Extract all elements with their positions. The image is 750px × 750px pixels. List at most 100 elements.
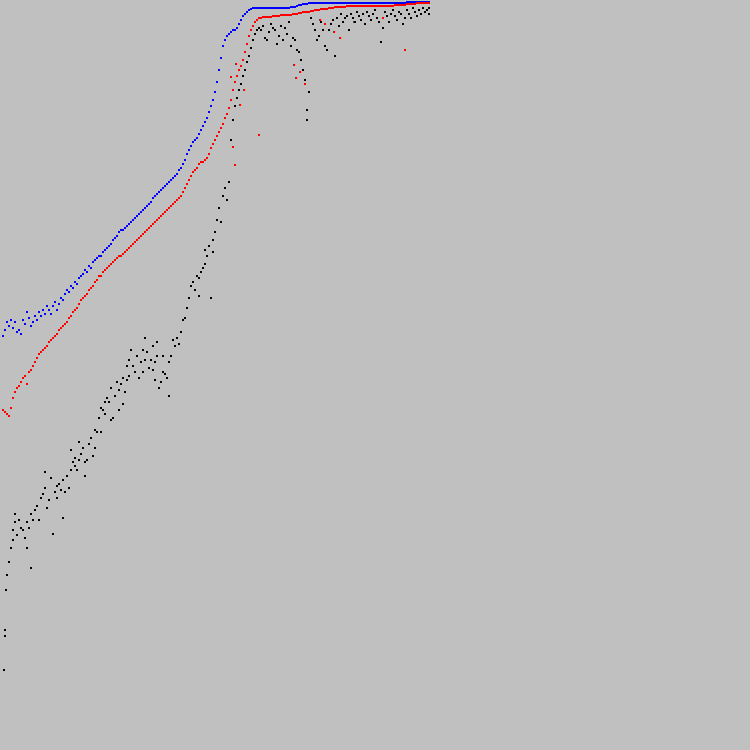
data-point <box>366 2 368 4</box>
data-point <box>10 547 12 549</box>
data-point <box>194 169 196 171</box>
data-point <box>88 265 90 267</box>
data-point <box>150 359 152 361</box>
data-point <box>170 355 172 357</box>
data-point <box>240 19 242 21</box>
data-point <box>322 29 324 31</box>
data-point <box>94 447 96 449</box>
data-point <box>10 407 12 409</box>
data-point <box>376 5 378 7</box>
data-point <box>354 2 356 4</box>
data-point <box>412 3 414 5</box>
data-point <box>292 6 294 8</box>
data-point <box>234 81 236 83</box>
data-point <box>302 3 304 5</box>
data-point <box>120 229 122 231</box>
data-point <box>232 89 234 91</box>
data-point <box>320 2 322 4</box>
data-point <box>62 325 64 327</box>
data-point <box>236 97 238 99</box>
data-point <box>68 317 70 319</box>
data-point <box>272 27 274 29</box>
data-point <box>396 2 398 4</box>
data-point <box>374 5 376 7</box>
data-point <box>96 257 98 259</box>
data-point <box>288 21 290 23</box>
data-point <box>86 271 88 273</box>
data-point <box>210 147 212 149</box>
data-point <box>128 359 130 361</box>
data-point <box>156 341 158 343</box>
data-point <box>320 8 322 10</box>
data-point <box>142 209 144 211</box>
data-point <box>318 9 320 11</box>
data-point <box>286 7 288 9</box>
data-point <box>378 21 380 23</box>
data-point <box>152 223 154 225</box>
data-point <box>250 8 252 10</box>
data-point <box>276 15 278 17</box>
data-point <box>236 75 238 77</box>
data-point <box>334 2 336 4</box>
data-point <box>302 11 304 13</box>
data-point <box>230 99 232 101</box>
data-point <box>112 261 114 263</box>
data-point <box>218 131 220 133</box>
data-point <box>154 361 156 363</box>
data-point <box>258 27 260 29</box>
data-point <box>286 33 288 35</box>
data-point <box>346 5 348 7</box>
data-point <box>239 104 241 106</box>
data-point <box>246 11 248 13</box>
data-point <box>336 2 338 4</box>
data-point <box>292 37 294 39</box>
data-point <box>266 39 268 41</box>
data-point <box>402 4 404 6</box>
data-point <box>26 521 28 523</box>
data-point <box>296 13 298 15</box>
data-point <box>22 529 24 531</box>
data-point <box>220 221 222 223</box>
data-point <box>4 329 6 331</box>
data-point <box>270 16 272 18</box>
data-point <box>72 287 74 289</box>
data-point <box>124 251 126 253</box>
data-point <box>410 1 412 3</box>
data-point <box>84 475 86 477</box>
data-point <box>230 139 232 141</box>
data-point <box>292 13 294 15</box>
data-point <box>16 331 18 333</box>
data-point <box>20 527 22 529</box>
data-point <box>216 135 218 137</box>
data-point <box>176 337 178 339</box>
data-point <box>186 153 188 155</box>
data-point <box>102 271 104 273</box>
data-point <box>124 227 126 229</box>
data-point <box>310 10 312 12</box>
data-point <box>96 279 98 281</box>
data-point <box>130 349 132 351</box>
data-point <box>10 319 12 321</box>
data-point <box>128 223 130 225</box>
data-point <box>406 3 408 5</box>
data-point <box>404 17 406 19</box>
data-point <box>38 519 40 521</box>
data-point <box>62 479 64 481</box>
data-point <box>90 267 92 269</box>
data-point <box>18 519 20 521</box>
data-point <box>368 2 370 4</box>
data-point <box>52 305 54 307</box>
data-point <box>146 205 148 207</box>
data-point <box>154 195 156 197</box>
data-point <box>250 47 252 49</box>
data-point <box>144 359 146 361</box>
data-point <box>358 5 360 7</box>
data-point <box>154 221 156 223</box>
data-point <box>60 327 62 329</box>
data-point <box>114 237 116 239</box>
data-point <box>354 5 356 7</box>
data-point <box>386 5 388 7</box>
data-point <box>214 91 216 93</box>
data-point <box>360 19 362 21</box>
